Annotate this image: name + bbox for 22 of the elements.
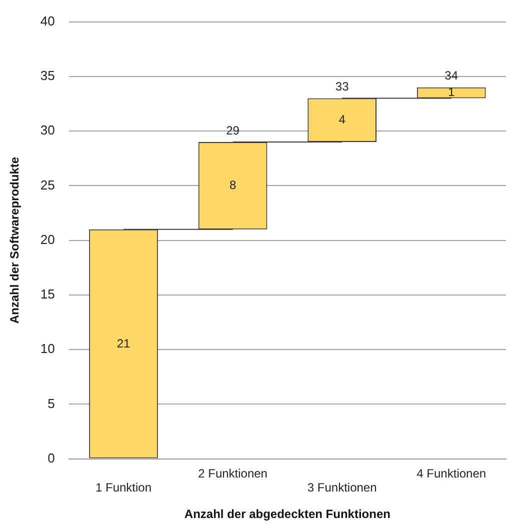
y-tick-label: 15 (40, 286, 55, 302)
annotation: 29 (226, 123, 240, 138)
x-tick-label: 2 Funktionen (198, 466, 268, 480)
y-tick-label: 10 (40, 341, 55, 356)
y-tick-label: 30 (40, 122, 55, 138)
annotation: 33 (335, 80, 350, 94)
data-label: 4 (338, 112, 346, 126)
y-tick-label: 40 (40, 13, 55, 28)
y-tick-label: 5 (48, 396, 55, 411)
y-tick-label: 25 (40, 177, 55, 192)
x-tick-label: 1 Funktion (95, 480, 152, 495)
x-axis-title: Anzahl der abgedeckten Funktionen (184, 507, 390, 522)
data-label: 8 (229, 178, 236, 192)
annotation: 34 (444, 68, 458, 83)
y-tick-label: 20 (40, 232, 55, 247)
y-axis-title: Anzahl der Softwareprodukte (8, 156, 22, 324)
y-tick-label: 0 (48, 450, 55, 466)
data-label: 1 (448, 85, 456, 100)
x-tick-label: 4 Funktionen (416, 466, 486, 480)
y-tick-label: 35 (40, 68, 55, 84)
x-tick-label: 3 Funktionen (307, 480, 377, 495)
data-label: 21 (116, 336, 130, 350)
